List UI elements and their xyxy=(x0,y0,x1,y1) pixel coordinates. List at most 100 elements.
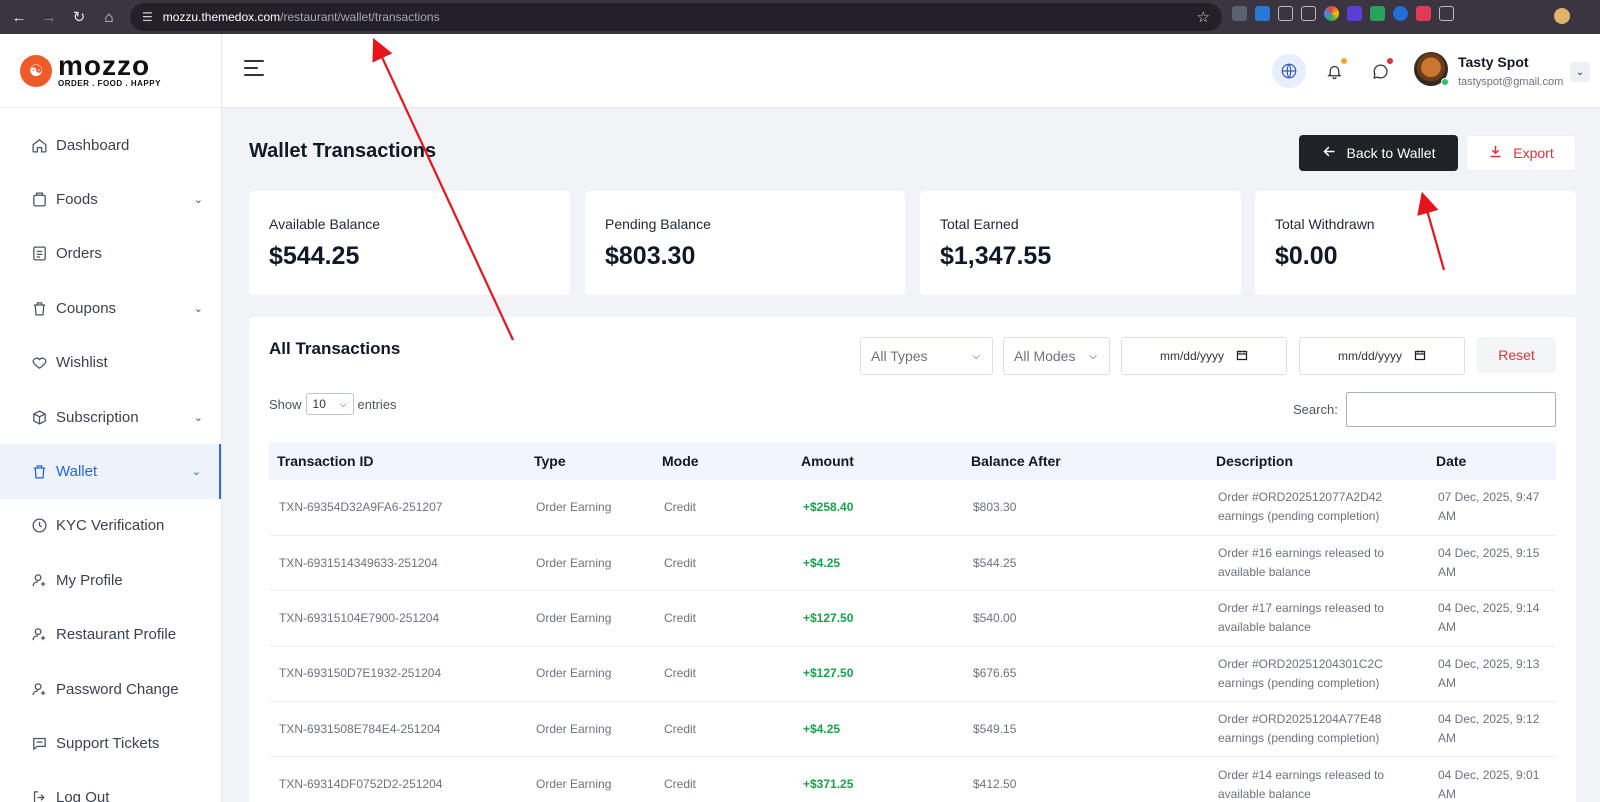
extension-gear-icon[interactable] xyxy=(1393,6,1408,21)
cell-date: 04 Dec, 2025, 9:12 AM xyxy=(1438,712,1540,746)
user-gear-icon xyxy=(30,571,48,589)
reload-icon[interactable]: ↻ xyxy=(72,9,86,26)
cell-date: 04 Dec, 2025, 9:14 AM xyxy=(1438,601,1540,635)
home-icon[interactable]: ⌂ xyxy=(104,8,114,26)
entries-length-value: 10 xyxy=(312,397,326,411)
cell-mode: Credit xyxy=(664,610,697,625)
calendar-icon[interactable] xyxy=(1414,349,1426,364)
sidebar-item-my-profile[interactable]: My Profile xyxy=(0,553,221,607)
column-header-type[interactable]: Type xyxy=(534,453,566,469)
cell-transaction-id: TXN-6931508E784E4-251204 xyxy=(279,721,441,736)
menu-toggle-icon[interactable] xyxy=(244,60,264,78)
globe-icon[interactable] xyxy=(1272,54,1306,88)
sidebar-item-subscription[interactable]: Subscription ⌄ xyxy=(0,390,221,444)
mode-filter-select[interactable]: All Modes ⌵ xyxy=(1003,337,1110,375)
column-header-description[interactable]: Description xyxy=(1216,453,1294,469)
column-header-balance-after[interactable]: Balance After xyxy=(971,453,1061,469)
entries-length-select[interactable]: 10 ⌵ xyxy=(305,393,354,415)
back-to-wallet-label: Back to Wallet xyxy=(1346,145,1436,161)
download-icon xyxy=(1488,144,1503,162)
sidebar-item-coupons[interactable]: Coupons ⌄ xyxy=(0,281,221,335)
sidebar-item-password-change[interactable]: Password Change xyxy=(0,662,221,716)
calendar-icon[interactable] xyxy=(1236,349,1248,364)
chevron-down-icon: ⌵ xyxy=(339,398,347,409)
column-header-mode[interactable]: Mode xyxy=(662,453,699,469)
brand-logo[interactable]: ☯ mozzo ORDER . FOOD . HAPPY xyxy=(0,34,221,108)
sidebar-item-label: Wishlist xyxy=(56,354,108,372)
cell-mode: Credit xyxy=(664,499,697,514)
cell-amount: +$4.25 xyxy=(803,721,841,736)
extensions-bar xyxy=(1232,6,1454,21)
cell-type: Order Earning xyxy=(536,721,612,736)
clipboard-icon xyxy=(30,245,48,263)
message-icon[interactable] xyxy=(1363,54,1397,88)
column-header-date[interactable]: Date xyxy=(1436,453,1467,469)
table-row: TXN-693150D7E1932-251204 Order Earning C… xyxy=(269,646,1556,702)
sidebar-item-label: Log Out xyxy=(56,789,110,802)
chevron-down-icon: ⌄ xyxy=(193,411,203,424)
table-header-row: Transaction ID Type Mode Amount Balance … xyxy=(269,442,1556,480)
page-title: Wallet Transactions xyxy=(249,140,437,162)
user-gear-icon xyxy=(30,680,48,698)
extension-shield-icon[interactable] xyxy=(1416,6,1431,21)
type-filter-value: All Types xyxy=(871,348,928,364)
sidebar-item-restaurant-profile[interactable]: Restaurant Profile xyxy=(0,608,221,662)
cell-description: Order #16 earnings released to available… xyxy=(1218,546,1385,580)
user-menu-chevron-icon[interactable]: ⌄ xyxy=(1570,62,1590,82)
export-button[interactable]: Export xyxy=(1466,135,1576,171)
cell-date: 07 Dec, 2025, 9:47 AM xyxy=(1438,490,1540,524)
sidebar-item-wallet[interactable]: Wallet ⌄ xyxy=(0,444,221,499)
date-to-input[interactable]: mm/dd/yyyy xyxy=(1299,337,1465,375)
browser-profile-avatar[interactable] xyxy=(1552,6,1572,26)
column-header-amount[interactable]: Amount xyxy=(801,453,854,469)
sidebar-item-support-tickets[interactable]: Support Tickets xyxy=(0,716,221,770)
sidebar-item-foods[interactable]: Foods ⌄ xyxy=(0,172,221,226)
table-row: TXN-6931514349633-251204 Order Earning C… xyxy=(269,535,1556,591)
extension-leaf-icon[interactable] xyxy=(1278,6,1293,21)
sidebar-item-label: Coupons xyxy=(56,299,117,317)
cell-balance-after: $540.00 xyxy=(973,610,1017,625)
sidebar-item-log-out[interactable]: Log Out xyxy=(0,771,221,802)
extension-eyedropper-icon[interactable] xyxy=(1301,6,1316,21)
reset-button[interactable]: Reset xyxy=(1477,337,1556,373)
extension-cube-icon[interactable] xyxy=(1347,6,1362,21)
sidebar-item-dashboard[interactable]: Dashboard xyxy=(0,118,221,172)
address-bar[interactable]: ☰ mozzu.themedox.com/restaurant/wallet/t… xyxy=(130,3,1222,31)
date-from-input[interactable]: mm/dd/yyyy xyxy=(1121,337,1287,375)
cell-balance-after: $676.65 xyxy=(973,666,1017,681)
address-url: mozzu.themedox.com/restaurant/wallet/tra… xyxy=(163,10,440,24)
sidebar-item-label: Password Change xyxy=(56,680,179,698)
search-input[interactable] xyxy=(1346,392,1556,427)
avatar[interactable] xyxy=(1414,52,1449,86)
extension-font-icon[interactable] xyxy=(1255,6,1270,21)
bookmark-star-icon[interactable]: ☆ xyxy=(1196,9,1210,26)
type-filter-select[interactable]: All Types ⌵ xyxy=(860,337,993,375)
panel-title: All Transactions xyxy=(269,339,401,358)
back-arrow-icon[interactable]: ← xyxy=(11,8,27,26)
extensions-puzzle-icon[interactable] xyxy=(1439,6,1454,21)
cell-description: Order #ORD202512077A2D42 earnings (pendi… xyxy=(1218,490,1383,524)
user-email: tastyspot@gmail.com xyxy=(1458,76,1564,88)
bell-icon[interactable] xyxy=(1317,54,1351,88)
table-row: TXN-69354D32A9FA6-251207 Order Earning C… xyxy=(269,480,1556,536)
cell-amount: +$127.50 xyxy=(803,666,854,681)
extension-color-icon[interactable] xyxy=(1324,6,1339,21)
entries-length-control: Show 10 ⌵ entries xyxy=(269,393,397,415)
sidebar-item-label: Wallet xyxy=(56,463,98,481)
brand-tagline: ORDER . FOOD . HAPPY xyxy=(58,79,161,88)
sidebar-item-wishlist[interactable]: Wishlist xyxy=(0,336,221,390)
extension-code-icon[interactable] xyxy=(1232,6,1247,21)
transactions-panel: All Transactions All Types ⌵ All Modes ⌵… xyxy=(249,317,1576,802)
back-to-wallet-button[interactable]: Back to Wallet xyxy=(1299,135,1458,171)
sidebar-item-orders[interactable]: Orders xyxy=(0,227,221,281)
site-info-icon[interactable]: ☰ xyxy=(142,10,153,24)
date-from-placeholder: mm/dd/yyyy xyxy=(1159,349,1224,363)
show-label: Show xyxy=(269,396,302,412)
sidebar-item-kyc-verification[interactable]: KYC Verification xyxy=(0,499,221,553)
extension-recycle-icon[interactable] xyxy=(1370,6,1385,21)
forward-arrow-icon[interactable]: → xyxy=(41,8,57,26)
cell-mode: Credit xyxy=(664,666,697,681)
url-path: /restaurant/wallet/transactions xyxy=(280,10,440,24)
column-header-transaction-id[interactable]: Transaction ID xyxy=(277,453,374,469)
message-dot xyxy=(1387,58,1393,64)
